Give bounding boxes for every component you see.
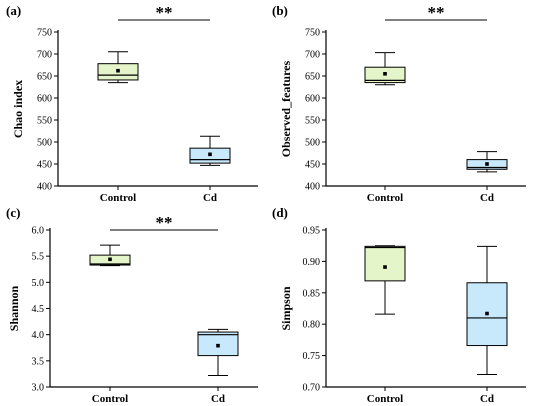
- y-tick-label: 700: [37, 50, 52, 61]
- y-tick-label: 600: [37, 94, 52, 105]
- y-tick-label: 0.95: [303, 226, 321, 237]
- mean-marker: [216, 343, 220, 348]
- mean-marker: [485, 162, 489, 166]
- y-tick-label: 400: [305, 182, 320, 193]
- panel-label: (c): [6, 205, 20, 220]
- significance-label: **: [156, 213, 173, 232]
- y-tick-label: 5.0: [32, 278, 45, 289]
- y-tick-label: 400: [37, 182, 52, 193]
- y-tick-label: 500: [305, 138, 320, 149]
- y-tick-label: 500: [37, 138, 52, 149]
- y-tick-label: 450: [37, 160, 52, 171]
- y-axis-label: Chao index: [11, 80, 25, 138]
- mean-marker: [485, 311, 489, 316]
- x-tick-label: Control: [92, 393, 128, 405]
- y-axis-label: Observed_features: [279, 60, 293, 157]
- y-tick-label: 0.85: [303, 288, 321, 299]
- panel-label: (a): [6, 3, 21, 18]
- x-tick-label: Control: [367, 393, 403, 405]
- mean-marker: [108, 257, 112, 262]
- panel-label: (d): [272, 205, 288, 220]
- x-tick-label: Cd: [480, 393, 494, 405]
- y-tick-label: 750: [37, 28, 52, 39]
- y-tick-label: 4.5: [32, 304, 45, 315]
- x-tick-label: Control: [100, 192, 136, 204]
- y-tick-label: 5.5: [32, 252, 45, 263]
- y-tick-label: 700: [305, 50, 320, 61]
- mean-marker: [116, 68, 120, 73]
- panel-label: (b): [272, 3, 288, 18]
- y-tick-label: 650: [37, 72, 52, 83]
- y-tick-label: 450: [305, 160, 320, 171]
- y-tick-label: 550: [37, 116, 52, 127]
- y-tick-label: 750: [305, 28, 320, 39]
- y-tick-label: 0.90: [303, 257, 321, 268]
- y-tick-label: 650: [305, 72, 320, 83]
- y-tick-label: 550: [305, 116, 320, 127]
- y-tick-label: 3.5: [32, 356, 45, 367]
- y-tick-label: 6.0: [32, 226, 45, 237]
- y-tick-label: 4.0: [32, 330, 45, 341]
- mean-marker: [383, 265, 387, 269]
- y-axis-label: Shannon: [7, 285, 21, 331]
- significance-label: **: [156, 3, 173, 22]
- x-tick-label: Cd: [211, 393, 225, 405]
- x-tick-label: Cd: [480, 192, 494, 204]
- y-tick-label: 600: [305, 94, 320, 105]
- box-control: [364, 245, 406, 282]
- y-tick-label: 3.0: [32, 383, 45, 394]
- y-tick-label: 0.70: [303, 383, 321, 394]
- y-tick-label: 0.75: [303, 351, 321, 362]
- box-cd: [197, 331, 239, 357]
- x-tick-label: Cd: [203, 192, 217, 204]
- mean-marker: [383, 72, 387, 76]
- y-tick-label: 0.80: [303, 320, 321, 331]
- mean-marker: [208, 152, 212, 157]
- x-tick-label: Control: [367, 192, 403, 204]
- significance-label: **: [428, 3, 445, 22]
- y-axis-label: Simpson: [279, 286, 293, 330]
